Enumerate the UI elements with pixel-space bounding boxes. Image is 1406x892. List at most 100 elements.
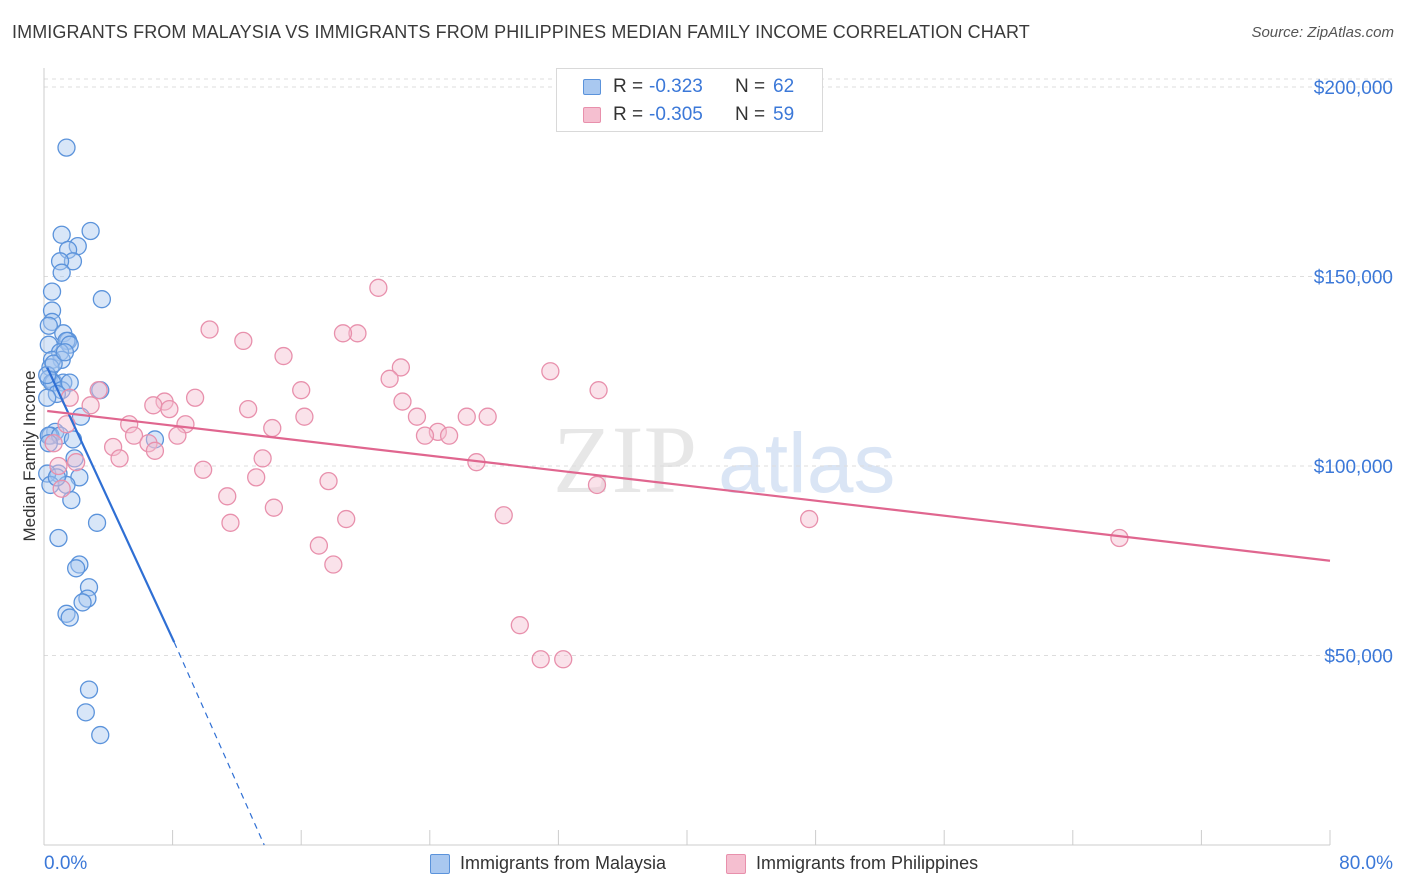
philippines-point <box>800 509 819 529</box>
philippines-point <box>407 407 427 426</box>
stats-row-philippines: R = -0.305 N = 59 <box>557 101 822 129</box>
watermark-atlas: atlas <box>718 416 895 510</box>
philippines-point <box>193 460 213 479</box>
philippines-point <box>145 441 165 460</box>
philippines-point <box>510 616 529 635</box>
philippines-point <box>369 278 388 297</box>
malaysia-point <box>50 252 70 271</box>
philippines-point <box>247 468 266 487</box>
n-value: 62 <box>773 76 795 97</box>
stats-row-malaysia: R = -0.323 N = 62 <box>557 73 822 101</box>
axes <box>43 68 1331 846</box>
philippines-point <box>380 369 399 388</box>
malaysia-point <box>57 138 76 157</box>
philippines-point <box>185 388 205 407</box>
philippines-point <box>49 456 68 476</box>
philippines-point <box>587 475 607 495</box>
philippines-point <box>103 437 123 457</box>
philippines-point <box>457 407 476 426</box>
philippines-point <box>319 471 338 491</box>
legend-label-philippines: Immigrants from Philippines <box>756 853 979 873</box>
malaysia-point <box>47 468 67 487</box>
malaysia-point <box>52 263 71 282</box>
malaysia-point <box>39 434 58 453</box>
malaysia-point <box>39 316 58 335</box>
philippines-point <box>218 487 237 506</box>
malaysia-point <box>79 578 99 597</box>
malaysia-point <box>42 282 62 301</box>
philippines-point <box>1110 528 1129 548</box>
malaysia-point <box>38 365 57 385</box>
malaysia-point <box>76 703 95 722</box>
malaysia-point <box>92 290 112 309</box>
philippines-point <box>478 407 497 426</box>
philippines-point <box>160 399 179 419</box>
malaysia-point <box>49 528 68 548</box>
legend-swatch-philippines <box>726 854 746 874</box>
r-value: -0.323 <box>649 76 703 97</box>
n-label: N = <box>735 76 766 97</box>
philippines-point <box>415 426 435 445</box>
philippines-trend-line <box>47 409 1331 562</box>
chart-title: IMMIGRANTS FROM MALAYSIA VS IMMIGRANTS F… <box>12 22 1030 42</box>
malaysia-point <box>55 343 75 362</box>
source-label: Source: ZipAtlas.com <box>1251 24 1394 41</box>
philippines-point <box>333 324 353 343</box>
philippines-point <box>295 407 314 426</box>
y-tick-label: $50,000 <box>1324 646 1393 667</box>
philippines-point <box>494 506 513 525</box>
philippines-point <box>200 320 219 339</box>
philippines-point <box>263 418 282 438</box>
malaysia-point <box>60 608 79 627</box>
r-label: R = <box>613 76 644 97</box>
n-label: N = <box>735 104 766 125</box>
malaysia-swatch <box>583 79 601 95</box>
philippines-point <box>531 650 550 669</box>
malaysia-point <box>52 225 71 244</box>
philippines-point <box>274 346 293 366</box>
philippines-point <box>89 381 108 400</box>
philippines-point <box>221 513 240 532</box>
r-value: -0.305 <box>649 104 703 125</box>
philippines-point <box>541 362 560 381</box>
malaysia-point <box>87 513 107 532</box>
philippines-point <box>554 650 573 669</box>
philippines-point <box>44 434 63 453</box>
philippines-point <box>110 449 129 468</box>
y-tick-label: $150,000 <box>1314 267 1393 288</box>
data-points <box>38 138 1129 745</box>
philippines-point <box>234 331 253 351</box>
philippines-point <box>139 434 158 453</box>
x-tick-label: 0.0% <box>44 853 87 874</box>
philippines-point <box>391 358 411 377</box>
trend-lines <box>46 366 1331 846</box>
philippines-point <box>309 536 329 555</box>
stats-box: R = -0.323 N = 62 R = -0.305 N = 59 <box>556 68 823 132</box>
philippines-point <box>393 392 412 411</box>
grid-lines <box>44 78 1395 656</box>
philippines-point <box>348 324 367 343</box>
philippines-point <box>264 498 284 517</box>
philippines-point <box>67 453 86 472</box>
r-label: R = <box>613 104 644 125</box>
malaysia-point <box>63 252 83 271</box>
malaysia-point <box>60 373 79 392</box>
malaysia-point <box>67 559 86 578</box>
malaysia-point <box>73 593 92 612</box>
philippines-point <box>124 426 144 445</box>
malaysia-trend-extension <box>173 641 265 846</box>
malaysia-point <box>79 680 99 699</box>
malaysia-point <box>81 221 100 241</box>
malaysia-point <box>91 725 110 745</box>
watermark-zip: ZIP <box>553 406 697 513</box>
y-tick-label: $100,000 <box>1314 457 1393 478</box>
philippines-point <box>52 479 71 498</box>
malaysia-point <box>41 475 60 495</box>
legend-label-malaysia: Immigrants from Malaysia <box>460 853 667 873</box>
philippines-point <box>144 396 163 415</box>
n-value: 59 <box>773 104 795 125</box>
philippines-point <box>337 509 356 529</box>
philippines-point <box>81 396 100 415</box>
philippines-point <box>239 399 258 419</box>
